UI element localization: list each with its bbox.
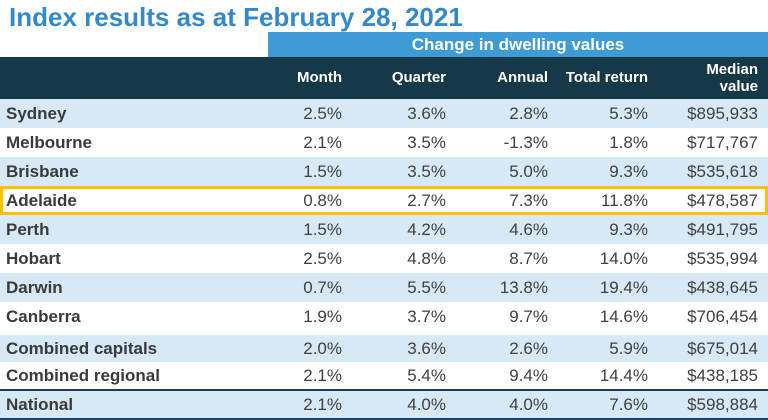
table-row-perth: Perth 1.5% 4.2% 4.6% 9.3% $491,795 [0, 215, 768, 244]
cell-quarter: 3.5% [407, 132, 446, 152]
table-row-darwin: Darwin 0.7% 5.5% 13.8% 19.4% $438,645 [0, 273, 768, 302]
cell-median-value: $895,933 [687, 103, 758, 123]
cell-total-return: 14.4% [599, 365, 648, 385]
cell-median-value: $478,587 [687, 190, 758, 210]
column-header-median-value: Median value [706, 60, 758, 95]
cell-quarter: 3.6% [407, 338, 446, 358]
column-header-region [0, 57, 268, 99]
row-label: Canberra [6, 306, 81, 326]
cell-total-return: 9.3% [609, 161, 648, 181]
cell-annual: 7.3% [509, 190, 548, 210]
cell-month: 2.5% [303, 248, 342, 268]
page-title: Index results as at February 28, 2021 [9, 2, 463, 32]
cell-quarter: 4.2% [407, 219, 446, 239]
cell-median-value: $535,618 [687, 161, 758, 181]
cell-annual: 5.0% [509, 161, 548, 181]
cell-quarter: 5.5% [407, 277, 446, 297]
cell-annual: 4.6% [509, 219, 548, 239]
row-label: Perth [6, 219, 50, 239]
cell-month: 2.5% [303, 103, 342, 123]
cell-median-value: $598,884 [687, 394, 758, 414]
cell-total-return: 5.3% [609, 103, 648, 123]
cell-median-value: $717,767 [687, 132, 758, 152]
cell-quarter: 3.5% [407, 161, 446, 181]
column-header-quarter: Quarter [391, 69, 446, 87]
cell-median-value: $491,795 [687, 219, 758, 239]
row-label: Combined regional [6, 365, 160, 385]
cell-month: 2.1% [303, 132, 342, 152]
cell-total-return: 5.9% [609, 338, 648, 358]
cell-quarter: 4.0% [407, 394, 446, 414]
cell-median-value: $675,014 [687, 338, 758, 358]
row-label: Adelaide [6, 190, 77, 210]
row-label: Brisbane [6, 161, 79, 181]
cell-month: 1.5% [303, 219, 342, 239]
table-row-hobart: Hobart 2.5% 4.8% 8.7% 14.0% $535,994 [0, 244, 768, 273]
cell-quarter: 2.7% [407, 190, 446, 210]
cell-annual: 2.6% [509, 338, 548, 358]
cell-total-return: 11.8% [601, 190, 648, 210]
cell-total-return: 14.0% [599, 248, 648, 268]
table-row-combined-capitals: Combined capitals 2.0% 3.6% 2.6% 5.9% $6… [0, 335, 768, 362]
cell-total-return: 19.4% [599, 277, 648, 297]
column-header-row: Month Quarter Annual Total return Median… [0, 57, 768, 99]
cell-annual: 4.0% [509, 394, 548, 414]
column-header-month: Month [297, 69, 342, 87]
row-label: Darwin [6, 277, 63, 297]
cell-annual: 8.7% [509, 248, 548, 268]
group-header-spacer [0, 32, 268, 57]
section-divider-gap [0, 331, 768, 335]
cell-annual: 9.7% [509, 306, 548, 326]
cell-quarter: 3.7% [407, 306, 446, 326]
cell-quarter: 5.4% [407, 365, 446, 385]
table-row-national: National 2.1% 4.0% 4.0% 7.6% $598,884 [0, 389, 768, 420]
row-label: Hobart [6, 248, 61, 268]
cell-total-return: 1.8% [609, 132, 648, 152]
cell-median-value: $706,454 [687, 306, 758, 326]
cell-median-value: $438,645 [687, 277, 758, 297]
cell-month: 1.5% [303, 161, 342, 181]
group-header: Change in dwelling values [268, 32, 768, 57]
cell-total-return: 9.3% [609, 219, 648, 239]
cell-annual: -1.3% [503, 132, 548, 152]
row-label: Combined capitals [6, 338, 158, 358]
column-header-annual: Annual [497, 69, 548, 87]
table-row-melbourne: Melbourne 2.1% 3.5% -1.3% 1.8% $717,767 [0, 128, 768, 157]
cell-month: 2.1% [303, 394, 342, 414]
cell-month: 2.1% [303, 365, 342, 385]
cell-month: 1.9% [303, 306, 342, 326]
row-label: Melbourne [6, 132, 92, 152]
table-row-sydney: Sydney 2.5% 3.6% 2.8% 5.3% $895,933 [0, 99, 768, 128]
cell-annual: 2.8% [509, 103, 548, 123]
table-row-combined-regional: Combined regional 2.1% 5.4% 9.4% 14.4% $… [0, 362, 768, 389]
row-label: Sydney [6, 103, 67, 123]
cell-month: 0.8% [303, 190, 342, 210]
group-header-row: Change in dwelling values [0, 32, 768, 57]
table-row-adelaide-highlighted: Adelaide 0.8% 2.7% 7.3% 11.8% $478,587 [0, 186, 768, 215]
column-header-total-return: Total return [565, 69, 648, 87]
cell-median-value: $535,994 [687, 248, 758, 268]
cell-month: 2.0% [303, 338, 342, 358]
row-label: National [6, 394, 74, 414]
cell-total-return: 7.6% [609, 394, 648, 414]
cell-annual: 9.4% [509, 365, 548, 385]
table-row-canberra: Canberra 1.9% 3.7% 9.7% 14.6% $706,454 [0, 302, 768, 331]
table-row-brisbane: Brisbane 1.5% 3.5% 5.0% 9.3% $535,618 [0, 157, 768, 186]
cell-quarter: 4.8% [407, 248, 446, 268]
cell-month: 0.7% [303, 277, 342, 297]
cell-median-value: $438,185 [687, 365, 758, 385]
cell-annual: 13.8% [499, 277, 548, 297]
cell-quarter: 3.6% [407, 103, 446, 123]
cell-total-return: 14.6% [599, 306, 648, 326]
